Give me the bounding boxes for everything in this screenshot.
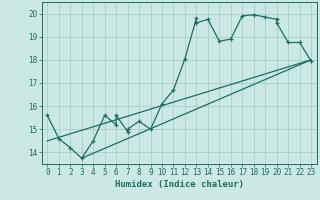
- X-axis label: Humidex (Indice chaleur): Humidex (Indice chaleur): [115, 180, 244, 189]
